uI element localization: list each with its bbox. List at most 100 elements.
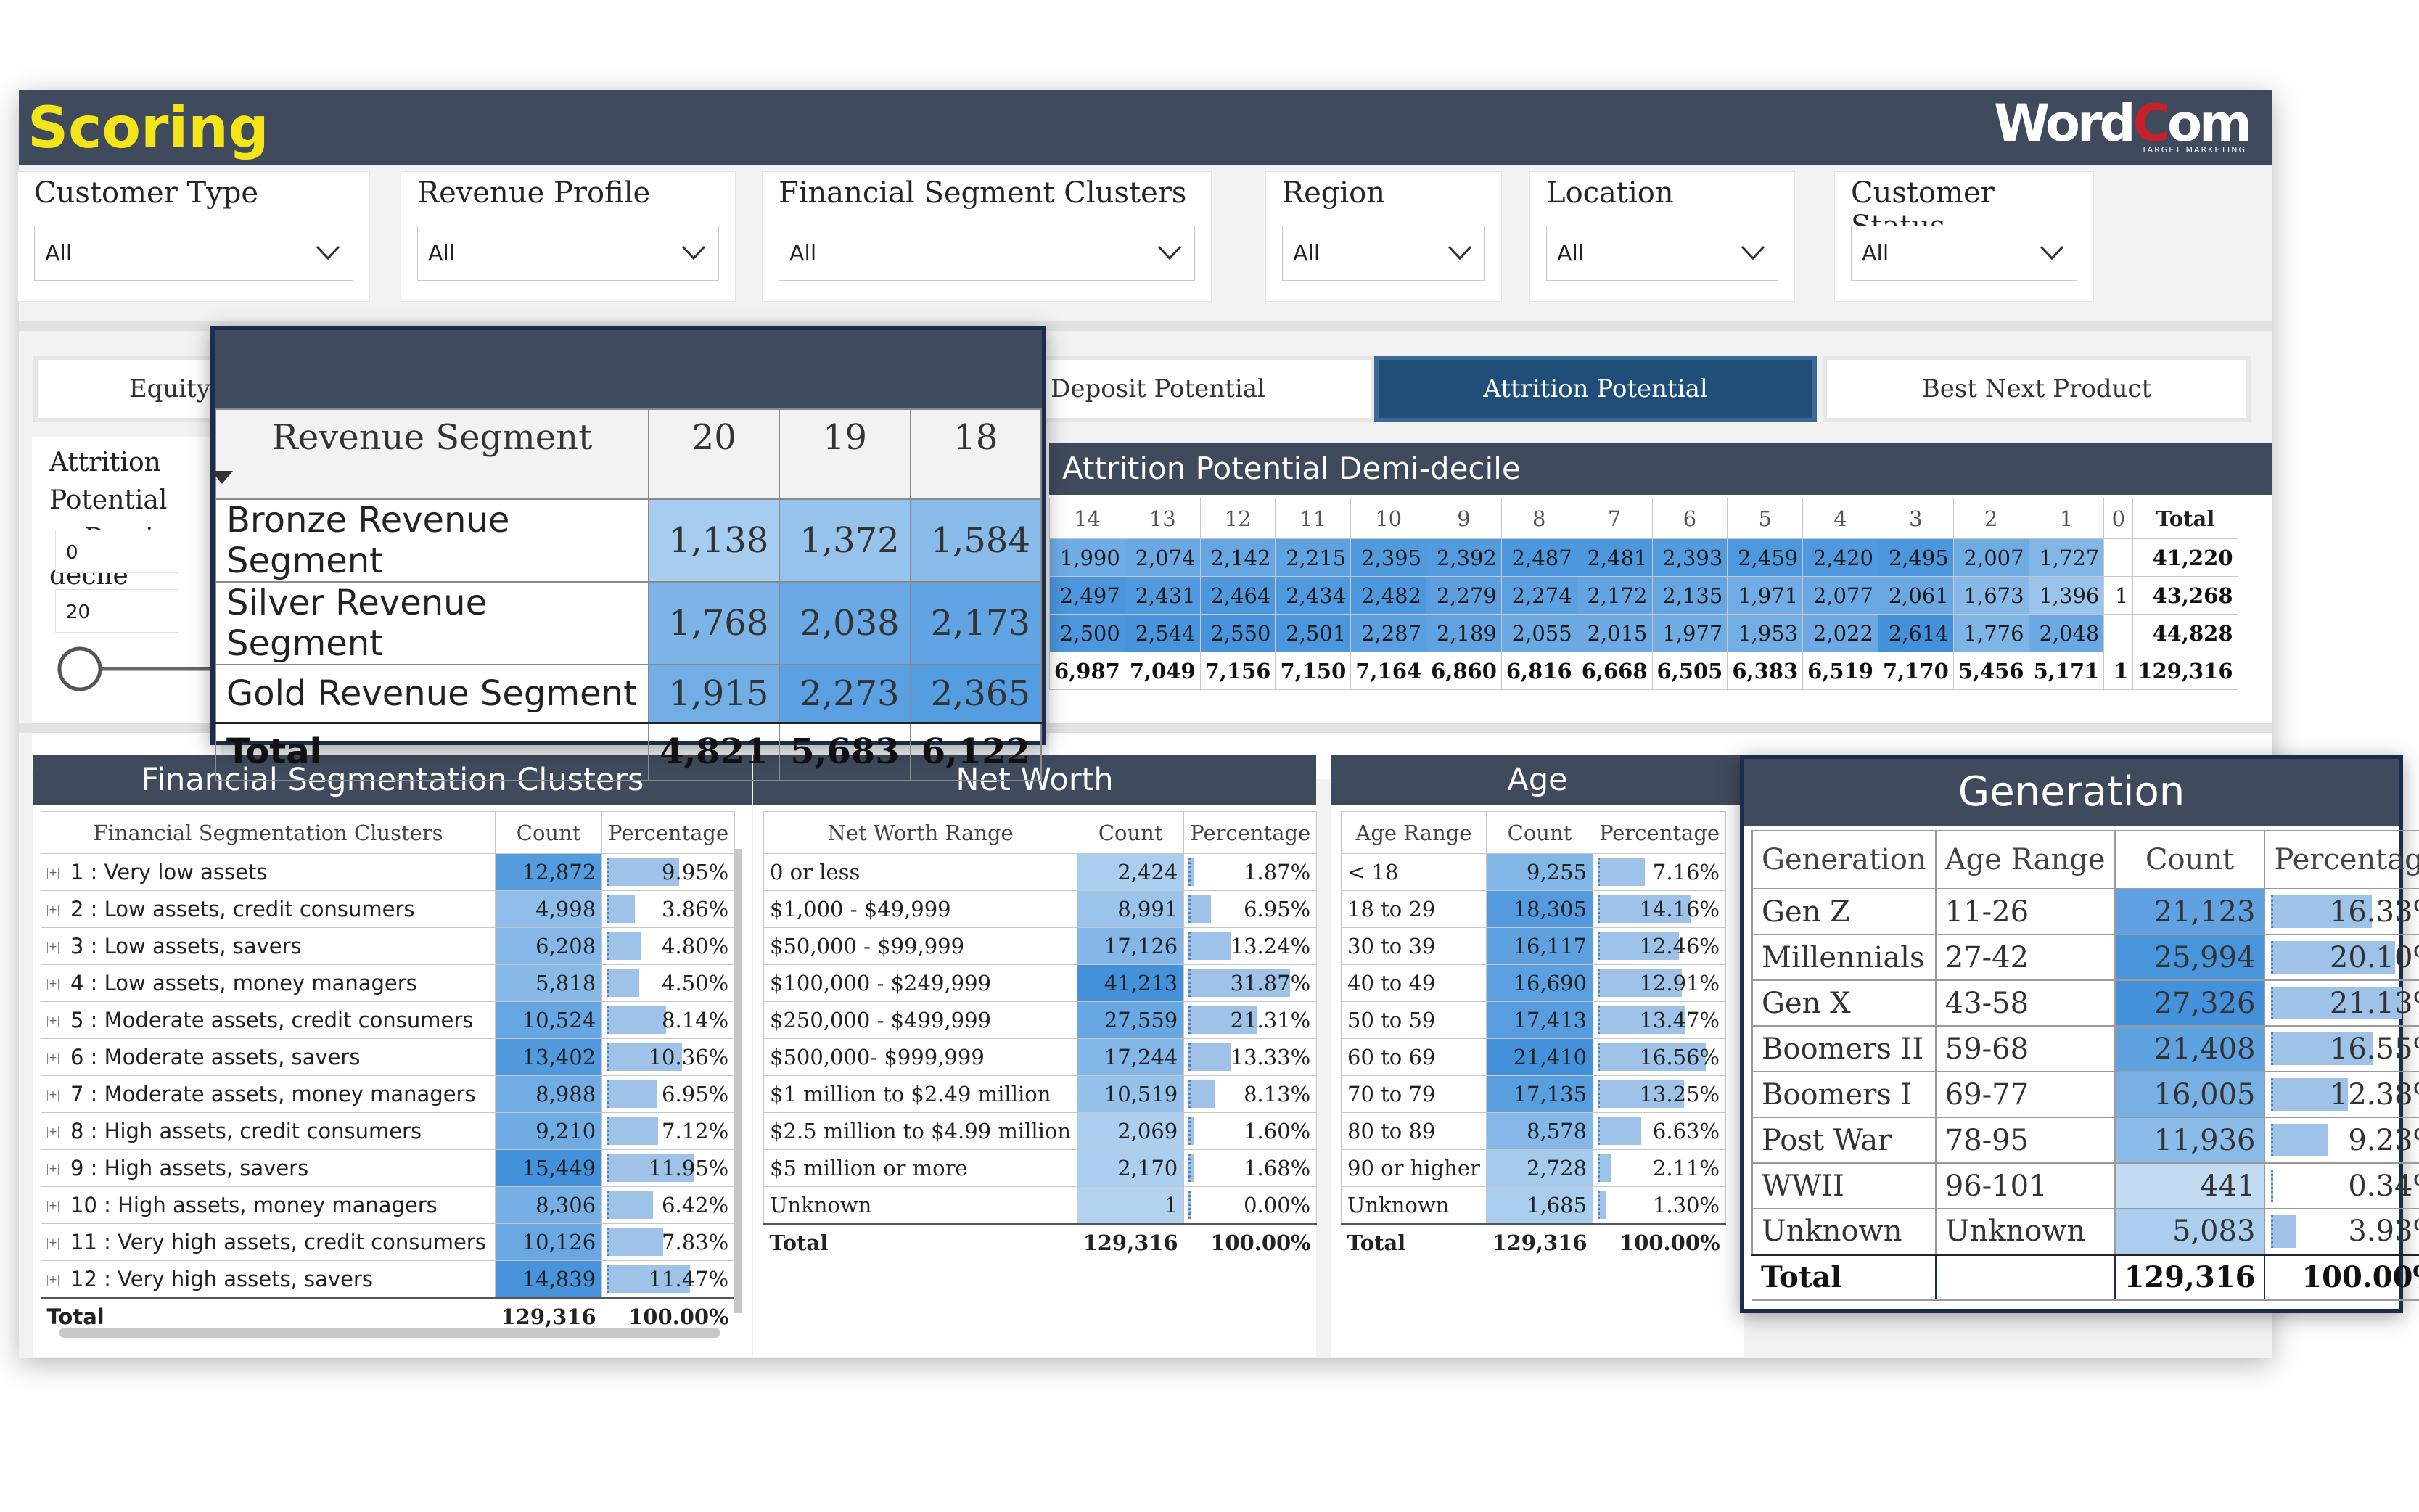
networth-row: $1 million to $2.49 million 10,519 8.13% — [763, 1075, 1318, 1113]
percentage-value: 3.93% — [2348, 1215, 2419, 1249]
percentage-value: 31.87% — [1230, 971, 1311, 995]
chevron-down-icon — [316, 245, 340, 260]
filter-dropdown[interactable]: All — [779, 226, 1195, 281]
filter-label: Location — [1546, 176, 1674, 210]
fsc-row[interactable]: +2 : Low assets, credit consumers 4,998 3.… — [41, 890, 736, 928]
count-cell: 8,988 — [494, 1075, 603, 1113]
revenue-segment-header[interactable]: Revenue Segment — [210, 408, 650, 500]
column-header: 6 — [1651, 498, 1728, 539]
range-min-input[interactable]: 0 — [55, 530, 178, 573]
filter-value: All — [428, 241, 456, 266]
expand-icon[interactable]: + — [47, 1016, 59, 1027]
total-range — [1935, 1253, 2116, 1301]
count-cell: 13,402 — [494, 1038, 603, 1076]
sort-desc-icon[interactable] — [210, 469, 234, 485]
filter-financial-segment-clusters: Financial Segment Clusters All — [762, 171, 1212, 302]
expand-icon[interactable]: + — [47, 1127, 59, 1138]
age-row: 60 to 69 21,410 16.56% — [1341, 1038, 1727, 1076]
age-panel: Age Age Range Count Percentage < 18 9,255 7.1… — [1331, 755, 1744, 1357]
filter-dropdown[interactable]: All — [1851, 226, 2077, 281]
age-row: 80 to 89 8,578 6.63% — [1341, 1112, 1727, 1150]
column-header: 5 — [1727, 498, 1804, 539]
fsc-row[interactable]: +7 : Moderate assets, money managers 8,98… — [41, 1075, 736, 1113]
filter-dropdown[interactable]: All — [34, 226, 353, 281]
horizontal-scrollbar[interactable] — [59, 1328, 720, 1338]
fsc-row[interactable]: +8 : High assets, credit consumers 9,210 7… — [41, 1112, 736, 1150]
matrix-cell: 2,074 — [1124, 538, 1201, 577]
count-cell: 8,578 — [1485, 1112, 1594, 1150]
chevron-down-icon — [1157, 245, 1182, 260]
networth-row: Unknown 1 0.00% — [763, 1186, 1318, 1224]
fsc-row[interactable]: +1 : Very low assets 12,872 9.95% — [41, 853, 736, 891]
tab-attrition-potential[interactable]: Attrition Potential — [1374, 356, 1817, 422]
fsc-row[interactable]: +5 : Moderate assets, credit consumers 10… — [41, 1001, 736, 1039]
range-slider-handle[interactable] — [57, 643, 223, 695]
percentage-value: 21.31% — [1230, 1008, 1311, 1032]
age-range-cell: 43-58 — [1934, 979, 2116, 1027]
fsc-row[interactable]: +4 : Low assets, money managers 5,818 4.50… — [41, 964, 736, 1002]
column-header: 3 — [1877, 498, 1954, 539]
matrix-total-cell: 7,156 — [1199, 652, 1276, 690]
column-header: Count — [494, 811, 603, 854]
fsc-row[interactable]: +11 : Very high assets, credit consumers… — [41, 1223, 736, 1261]
vertical-scrollbar[interactable] — [734, 849, 742, 1313]
percentage-bar — [1188, 858, 1195, 886]
matrix-cell: 2,038 — [779, 581, 911, 665]
percentage-value: 12.38% — [2329, 1077, 2419, 1112]
filter-dropdown[interactable]: All — [1546, 226, 1778, 281]
matrix-cell: 1,953 — [1727, 614, 1804, 652]
row-label-text: $250,000 - $499,999 — [770, 1008, 991, 1032]
column-header: Age Range — [1934, 830, 2116, 889]
row-label-text: $50,000 - $99,999 — [770, 934, 965, 958]
fsc-row[interactable]: +12 : Very high assets, savers 14,839 11.4… — [41, 1260, 736, 1298]
age-row: 40 to 49 16,690 12.91% — [1341, 964, 1727, 1002]
revenue-row: Silver Revenue Segment 1,768 2,038 2,173 — [214, 581, 1043, 665]
expand-icon[interactable]: + — [47, 979, 59, 990]
row-label: Bronze Revenue Segment — [214, 498, 650, 583]
filter-dropdown[interactable]: All — [417, 226, 719, 281]
percentage-value: 0.00% — [1244, 1192, 1311, 1217]
matrix-cell: 43,268 — [2132, 576, 2238, 615]
count-cell: 18,305 — [1485, 890, 1594, 928]
expand-icon[interactable]: + — [47, 905, 59, 916]
age-row: Unknown 1,685 1.30% — [1341, 1186, 1727, 1224]
row-label-text: 90 or higher — [1347, 1156, 1480, 1180]
fsc-row[interactable]: +6 : Moderate assets, savers 13,402 10.36% — [41, 1038, 736, 1076]
count-cell: 21,123 — [2114, 888, 2266, 935]
chevron-down-icon — [681, 245, 706, 260]
range-max-input[interactable]: 20 — [55, 589, 178, 633]
filter-dropdown[interactable]: All — [1282, 226, 1485, 281]
fsc-row[interactable]: +9 : High assets, savers 15,449 11.95% — [41, 1149, 736, 1187]
attrition-row: 2,500 2,544 2,550 2,501 2,287 2,189 2,055 2,015… — [1049, 614, 2238, 652]
expand-icon[interactable]: + — [47, 1238, 59, 1249]
percentage-cell: 6.63% — [1593, 1112, 1727, 1150]
fsc-row[interactable]: +10 : High assets, money managers 8,306 6.… — [41, 1186, 736, 1224]
row-label: Millennials — [1751, 934, 1937, 981]
row-label-text: 80 to 89 — [1347, 1119, 1436, 1143]
column-header: 14 — [1049, 498, 1125, 539]
expand-icon[interactable]: + — [47, 1164, 59, 1175]
column-header: Financial Segmentation Clusters — [41, 811, 496, 854]
fsc-row[interactable]: +3 : Low assets, savers 6,208 4.80% — [41, 927, 736, 965]
row-label: +3 : Low assets, savers — [41, 927, 496, 965]
expand-icon[interactable]: + — [47, 942, 59, 953]
percentage-bar — [607, 895, 635, 923]
row-label-text: 5 : Moderate assets, credit consumers — [70, 1008, 474, 1032]
expand-icon[interactable]: + — [47, 1274, 59, 1286]
count-cell: 4,998 — [494, 890, 603, 928]
expand-icon[interactable]: + — [47, 1090, 59, 1101]
expand-icon[interactable]: + — [47, 868, 59, 879]
percentage-bar — [607, 1265, 690, 1293]
expand-icon[interactable]: + — [47, 1053, 59, 1064]
attrition-header-row: 14 13 12 11 10 9 8 7 6 5 4 3 2 1 0 Total — [1049, 498, 2238, 539]
tab-best-next-product[interactable]: Best Next Product — [1823, 356, 2251, 422]
matrix-total-cell: 6,987 — [1049, 652, 1125, 690]
dashboard: Scoring WordCom TARGET MARKETING Custome… — [17, 90, 2272, 1358]
percentage-cell: 9.23% — [2264, 1117, 2419, 1164]
total-cell: 4,821 — [648, 721, 781, 781]
column-header: 12 — [1199, 498, 1276, 539]
revenue-row: Gold Revenue Segment 1,915 2,273 2,365 — [214, 664, 1043, 723]
expand-icon[interactable]: + — [47, 1201, 59, 1212]
